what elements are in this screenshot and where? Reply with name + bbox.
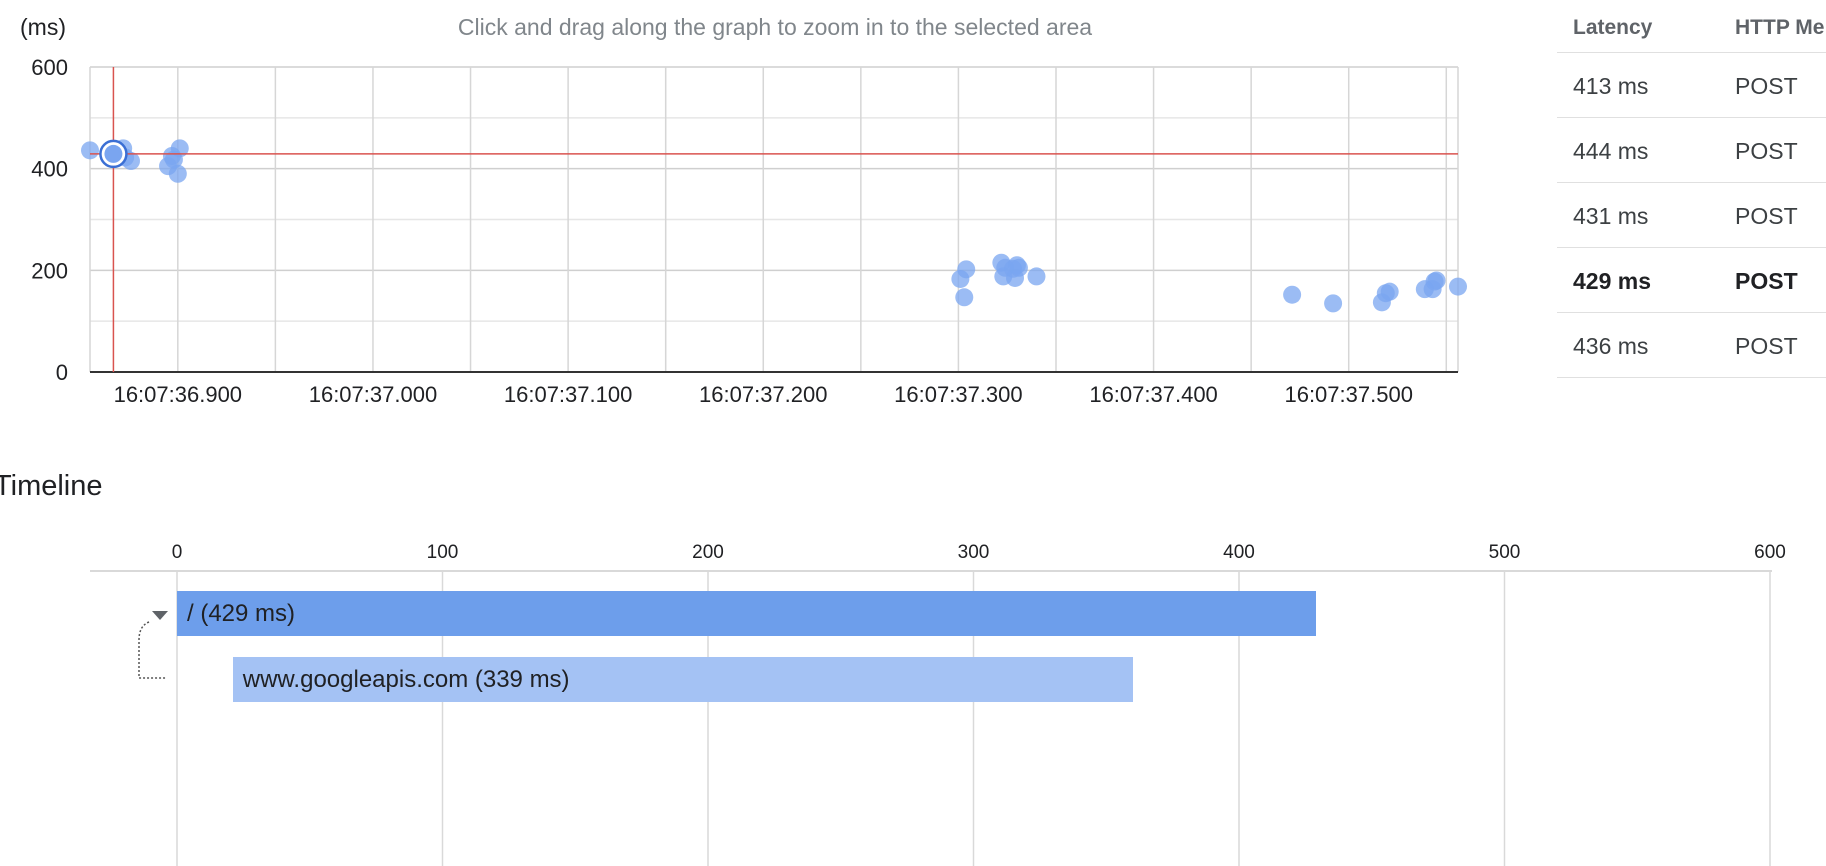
y-tick-label: 0	[56, 360, 68, 385]
x-tick-label: 16:07:37.400	[1089, 382, 1217, 407]
timeline-tick-label: 500	[1489, 542, 1521, 563]
table-row[interactable]: 413 ms POST	[1557, 53, 1826, 118]
x-tick-label: 16:07:37.100	[504, 382, 632, 407]
http-method-cell: POST	[1735, 203, 1798, 229]
http-method-cell: POST	[1735, 268, 1798, 294]
timeline-tick-label: 400	[1223, 542, 1255, 563]
selected-point[interactable]	[104, 144, 123, 163]
timeline-tick-label: 600	[1754, 542, 1786, 563]
latency-cell: 413 ms	[1573, 73, 1649, 99]
latency-point[interactable]	[81, 141, 99, 160]
timeline-tick-label: 300	[958, 542, 990, 563]
span-tree-connector	[138, 621, 166, 679]
y-axis-unit: (ms)	[20, 14, 66, 40]
y-tick-label: 600	[31, 55, 68, 80]
latency-point[interactable]	[168, 164, 187, 183]
table-row[interactable]: 429 ms POST	[1557, 248, 1826, 313]
timeline-title: Timeline	[0, 470, 103, 502]
collapse-caret-icon[interactable]	[152, 611, 168, 620]
trace-list-table: Latency HTTP Me 413 ms POST 444 ms POST 431 …	[1557, 0, 1826, 378]
table-row[interactable]: 436 ms POST	[1557, 313, 1826, 378]
latency-point[interactable]	[957, 260, 976, 279]
latency-point[interactable]	[1324, 294, 1343, 313]
table-row[interactable]: 431 ms POST	[1557, 183, 1826, 248]
http-method-cell: POST	[1735, 138, 1798, 164]
latency-point[interactable]	[1283, 285, 1302, 304]
latency-point[interactable]	[955, 288, 974, 307]
zoom-hint: Click and drag along the graph to zoom i…	[457, 14, 1093, 40]
table-body: 413 ms POST 444 ms POST 431 ms POST 429 ms POST…	[1557, 53, 1826, 378]
x-tick-label: 16:07:37.000	[309, 382, 437, 407]
child-span-bar[interactable]: www.googleapis.com (339 ms)	[232, 657, 1133, 702]
x-tick-label: 16:07:37.200	[699, 382, 827, 407]
http-method-cell: POST	[1735, 333, 1798, 359]
timeline-tick-label: 0	[172, 542, 183, 563]
span-label: / (429 ms)	[187, 600, 296, 627]
latency-cell: 444 ms	[1573, 138, 1649, 164]
latency-point[interactable]	[1009, 258, 1028, 277]
y-tick-label: 400	[31, 157, 68, 182]
table-header: Latency HTTP Me	[1557, 0, 1826, 53]
latency-cell: 429 ms	[1573, 268, 1652, 294]
x-tick-label: 16:07:37.300	[894, 382, 1022, 407]
root-span-bar[interactable]: / (429 ms)	[177, 591, 1316, 636]
latency-cell: 431 ms	[1573, 203, 1649, 229]
latency-point[interactable]	[1380, 282, 1399, 301]
table-row[interactable]: 444 ms POST	[1557, 118, 1826, 183]
latency-cell: 436 ms	[1573, 333, 1649, 359]
latency-point[interactable]	[1427, 271, 1446, 290]
timeline-tick-label: 100	[427, 542, 459, 563]
y-tick-label: 200	[31, 258, 68, 283]
x-tick-label: 16:07:36.900	[114, 382, 242, 407]
latency-scatter-panel[interactable]: 0 200 400 600 16:07:36.900 16:07:37.000 16:07:…	[0, 0, 1500, 420]
timeline-panel: 0 100 200 300 400 500 600 / (429 ms) www.google…	[0, 530, 1826, 866]
column-header-http-method[interactable]: HTTP Me	[1735, 16, 1825, 39]
latency-scatter-chart[interactable]: 0 200 400 600 16:07:36.900 16:07:37.000 16:07:…	[0, 0, 1500, 420]
latency-point[interactable]	[1449, 277, 1467, 296]
span-label: www.googleapis.com (339 ms)	[242, 666, 570, 693]
column-header-latency[interactable]: Latency	[1573, 16, 1653, 39]
latency-point[interactable]	[170, 139, 189, 158]
http-method-cell: POST	[1735, 73, 1798, 99]
timeline-tick-label: 200	[692, 542, 724, 563]
latency-point[interactable]	[1027, 267, 1046, 286]
x-tick-label: 16:07:37.500	[1284, 382, 1412, 407]
